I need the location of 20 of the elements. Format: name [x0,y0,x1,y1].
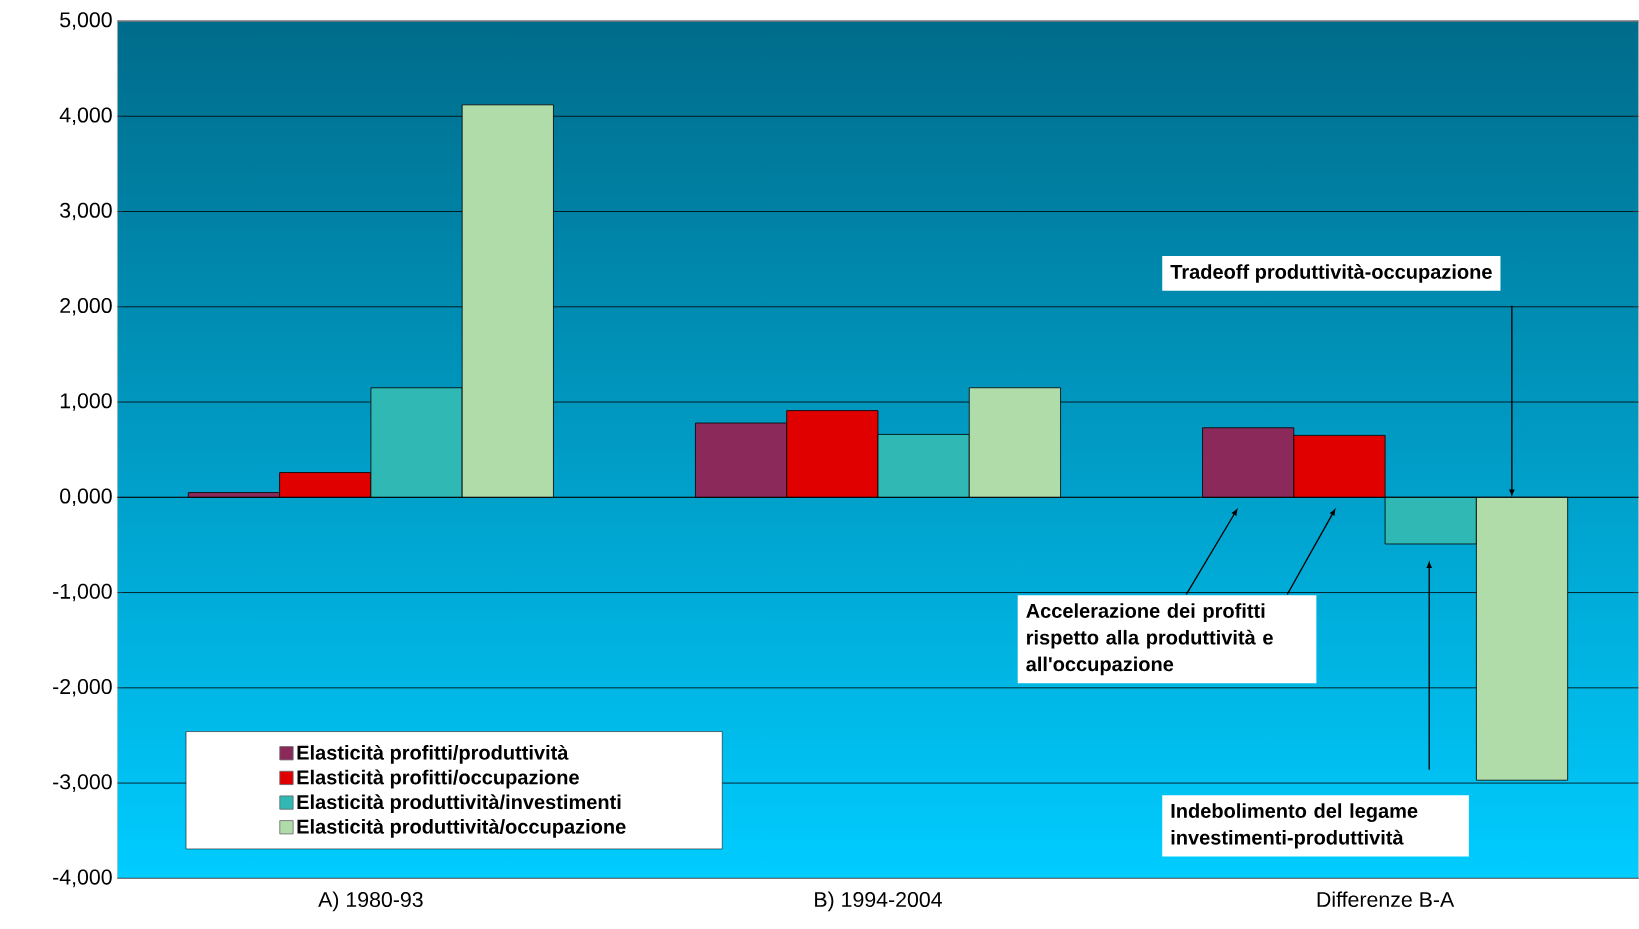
y-tick-label: -2,000 [53,679,112,697]
y-tick-label: 4,000 [59,107,112,126]
y-tick-label: 5,000 [60,12,112,30]
legend-label: Elasticità produttività/investimenti [297,794,621,814]
annotation: Tradeoff produttività-occupazione [1170,264,1492,283]
x-tick-label: A) 1980-93 [318,891,423,912]
x-tick-label: Differenze B-A [1317,891,1455,908]
y-tick-label: -4,000 [53,869,112,888]
annotation: Indebolimento del legame investimenti-produttività [1171,803,1418,849]
legend-label: Elasticità produttività/occupazione [297,818,626,838]
x-tick-label: B) 1994-2004 [815,891,942,912]
y-tick-label: 1,000 [60,393,112,411]
y-tick-label: 0,000 [60,488,112,507]
y-tick-label: -1,000 [53,583,112,602]
legend-label: Elasticità profitti/occupazione [297,769,579,789]
legend-label: Elasticità profitti/produttività [297,744,569,764]
y-tick-label: -3,000 [53,774,112,792]
y-tick-label: 3,000 [60,202,112,221]
annotation: Accelerazione dei profitti rispetto alla produttività e all'occupazione [1026,603,1273,676]
y-tick-label: 2,000 [60,297,112,316]
